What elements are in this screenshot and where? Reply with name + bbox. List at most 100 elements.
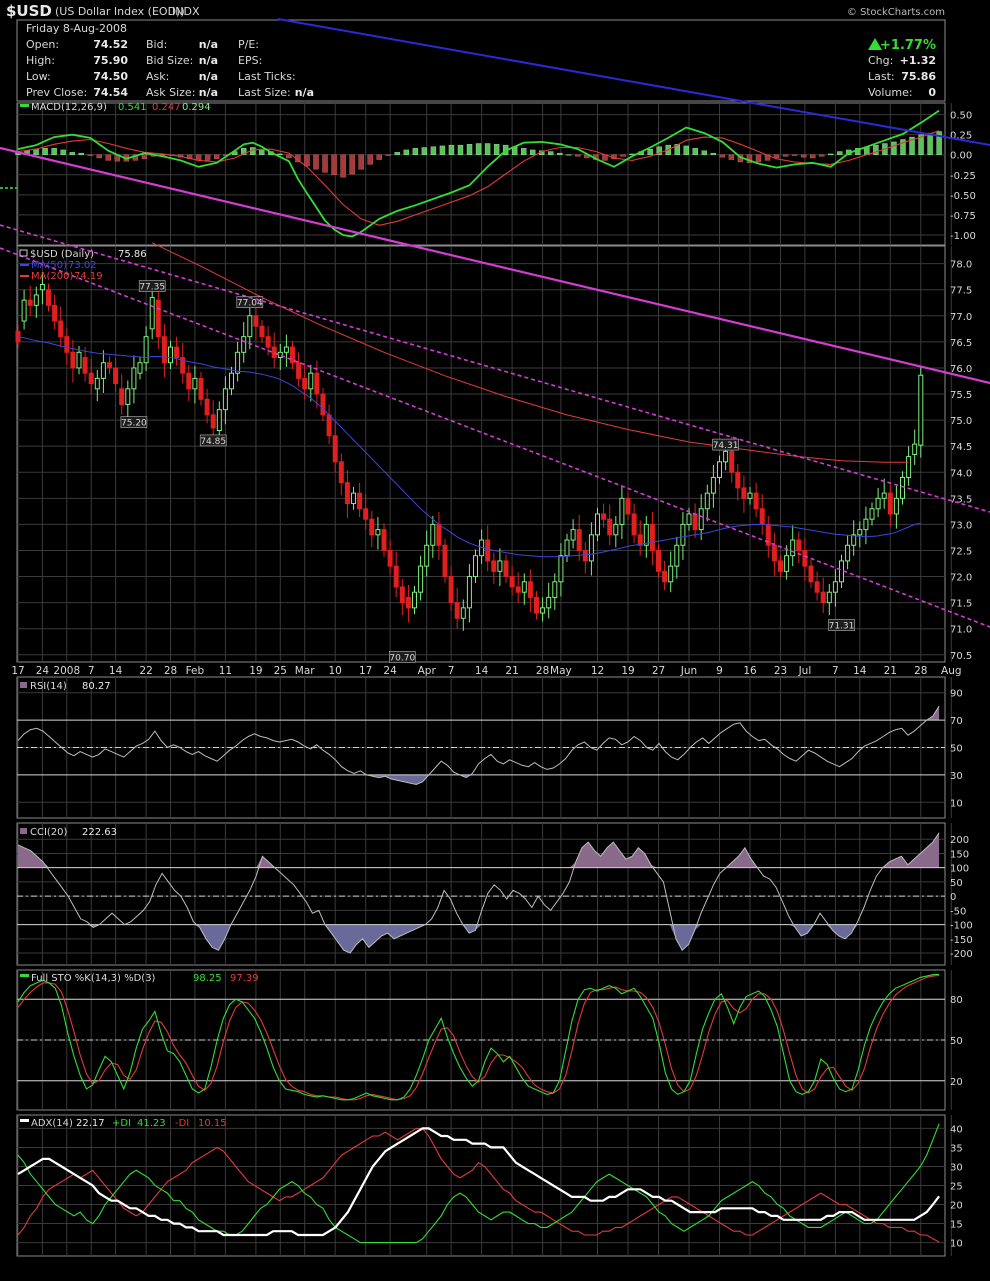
sto-legend: Full STO %K(14,3) %D(3) 98.25 97.39	[20, 973, 259, 984]
candle-body	[222, 388, 228, 411]
x-axis-label: 19	[249, 665, 262, 677]
symbol-name: (US Dollar Index (EOD))	[55, 5, 185, 18]
candle-body	[33, 294, 39, 306]
x-axis-label: Jul	[798, 665, 812, 677]
candle-body	[869, 508, 875, 520]
macd-histogram-bar	[909, 136, 915, 155]
rsi-legend: RSI(14) 80.27	[20, 681, 111, 692]
adx-legend-pdi: 41.23	[137, 1118, 166, 1129]
price-panel: 78.0 77.5 77.0 76.5 76.0 75.5 75.0 74.5 74.0 73.5…	[15, 242, 972, 663]
candle-body	[887, 492, 893, 515]
x-axis-label: 17	[359, 665, 372, 677]
adx-ytick-label: 15	[950, 1220, 963, 1231]
macd-histogram-bar	[493, 144, 500, 155]
macd-histogram-bar	[800, 154, 807, 158]
candle-body	[820, 591, 826, 604]
macd-histogram-bar	[873, 144, 879, 155]
macd-histogram-bar	[791, 154, 798, 156]
sto-k-line	[17, 973, 940, 1101]
candle-body	[515, 586, 521, 593]
candle-body	[418, 565, 424, 593]
cci-ytick-label: -50	[950, 906, 966, 917]
price-ytick-label: 71.5	[950, 599, 972, 610]
candle-body	[119, 388, 125, 405]
candle-body	[454, 602, 460, 619]
candle-body	[778, 560, 783, 572]
ask-size-label: Ask Size:	[146, 86, 195, 99]
macd-histogram-bar	[277, 153, 283, 155]
candle-body	[253, 315, 259, 327]
candle-body	[900, 476, 905, 499]
x-axis-label: 14	[853, 665, 867, 677]
magenta-trendline-dashed-lower	[0, 247, 990, 628]
candle-body	[210, 414, 216, 429]
candle-body	[174, 346, 180, 359]
ma50-line	[17, 336, 921, 558]
macd-histogram-bar	[42, 148, 48, 155]
macd-histogram-bar	[358, 154, 364, 170]
candle-body	[558, 555, 564, 583]
ma200-legend-swatch	[20, 275, 29, 277]
candle-body	[692, 513, 698, 531]
adx-ytick-label: 20	[950, 1201, 963, 1212]
candle-body	[686, 513, 692, 525]
volume-label: Volume:	[868, 86, 913, 99]
candle-body	[82, 357, 88, 374]
price-ytick-label: 72.0	[950, 573, 972, 584]
low-label: Low:	[26, 70, 51, 83]
ma50-legend-swatch	[20, 264, 29, 266]
blue-trendline	[277, 18, 990, 146]
candle-body	[619, 497, 625, 525]
candle-body	[326, 414, 332, 437]
macd-histogram-bar	[241, 148, 247, 155]
macd-histogram-bar	[367, 154, 373, 165]
x-axis-label: 27	[652, 665, 665, 677]
adx-ytick-label: 25	[950, 1182, 963, 1193]
macd-histogram-bar	[710, 152, 717, 155]
sto-legend-d: 97.39	[230, 973, 259, 984]
candle-body	[771, 544, 777, 562]
cci-line	[17, 832, 940, 954]
pct-change: +1.77%	[880, 38, 936, 53]
macd-legend: MACD(12,26,9) 0.541 0.247 0.294	[20, 102, 211, 113]
macd-histogram-bar	[69, 152, 75, 155]
macd-legend-label: MACD(12,26,9)	[31, 102, 107, 113]
candle-body	[552, 581, 558, 598]
candle-body	[893, 497, 899, 515]
last-size-label: Last Size:	[238, 86, 291, 99]
macd-histogram-bar	[204, 154, 211, 161]
macd-histogram-bar	[105, 154, 112, 161]
price-ytick-label: 71.0	[950, 625, 972, 636]
macd-ytick-label: -0.75	[950, 211, 976, 222]
macd-legend-value: 0.541	[118, 102, 147, 113]
bid-value: n/a	[199, 38, 218, 51]
magenta-trendline-dashed-upper	[0, 224, 990, 513]
candle-body	[381, 529, 387, 551]
price-annotation-box	[138, 280, 166, 292]
macd-ytick-label: 0.25	[950, 131, 972, 142]
cci-legend-value: 222.63	[82, 827, 117, 838]
ma50-legend-label: MA(50)	[31, 260, 67, 271]
macd-histogram-bar	[421, 147, 428, 155]
rsi-legend-swatch	[20, 682, 27, 688]
macd-signal-line	[17, 130, 940, 226]
adx-legend-mdi-label: -DI	[175, 1118, 189, 1129]
macd-legend-swatch	[20, 104, 29, 107]
macd-ytick-label: 0.50	[950, 111, 972, 122]
sto-legend-k: 98.25	[193, 973, 222, 984]
macd-histogram-bar	[755, 154, 762, 163]
cci-ytick-label: -200	[950, 949, 973, 960]
candle-body	[393, 565, 399, 588]
candle-body	[161, 336, 167, 364]
open-value: 74.52	[93, 38, 128, 51]
macd-histogram-bar	[782, 154, 789, 157]
candle-body	[534, 596, 539, 614]
adx-legend-mdi: 10.15	[198, 1118, 227, 1129]
x-axis-label: 28	[536, 665, 549, 677]
price-annotation-label: 71.31	[829, 622, 855, 632]
candle-body	[649, 523, 655, 551]
sto-d-line	[17, 974, 940, 1101]
candle-body	[656, 549, 661, 572]
candle-body	[192, 377, 198, 390]
x-axis-label: Mar	[295, 665, 315, 677]
